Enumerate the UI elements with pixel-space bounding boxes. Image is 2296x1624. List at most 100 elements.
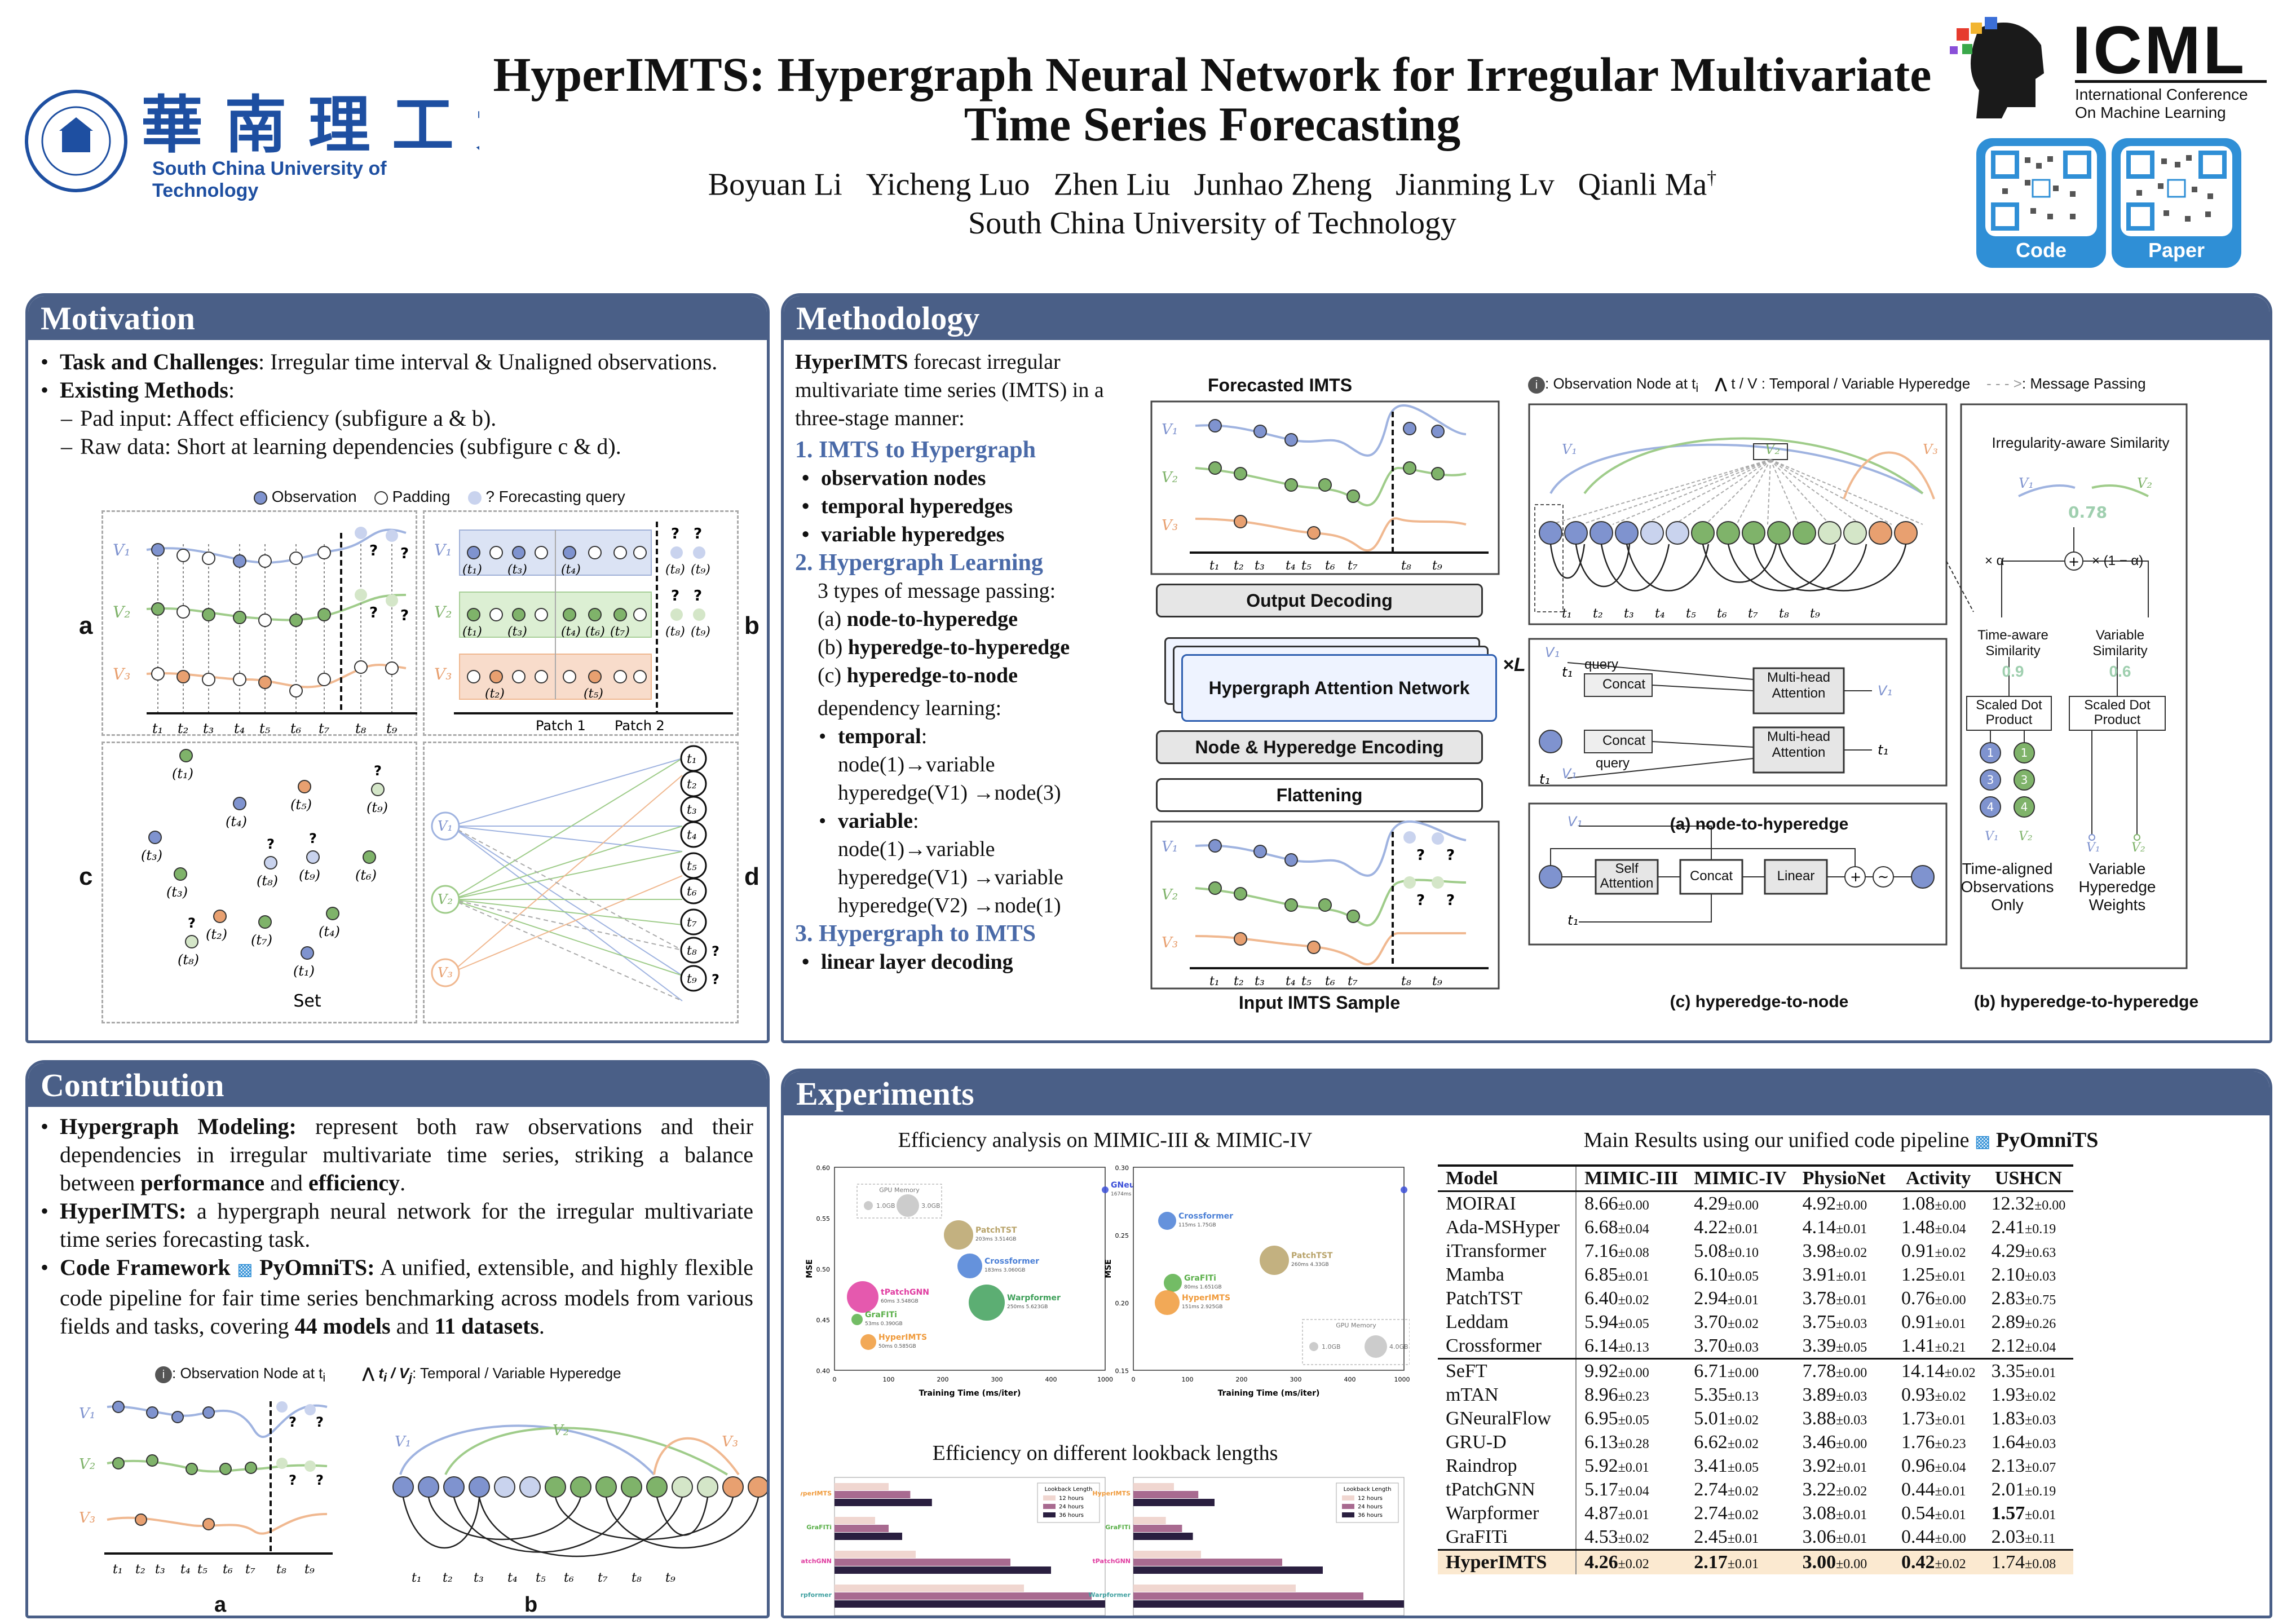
legend-swatch [1342,1504,1354,1509]
table-cell: 0.91±0.01 [1901,1312,1966,1332]
paper-qr-button[interactable]: Paper [2112,138,2241,268]
category-label: tPatchGNN [801,1557,832,1565]
svg-text:t₈: t₈ [687,944,697,958]
table-cell: 6.71±0.00 [1686,1358,1795,1383]
svg-text:t₁: t₁ [687,752,697,766]
column-header: MIMIC-III [1576,1164,1686,1192]
table-cell: 4.53±0.02 [1584,1526,1649,1547]
x-axis-label: Training Time (ms/iter) [919,1389,1021,1398]
svg-text:t₆: t₆ [1717,607,1727,621]
poster-title: HyperIMTS: Hypergraph Neural Network for… [493,47,1932,151]
table-cell: 3.88±0.03 [1802,1408,1867,1429]
point-label: Crossformer [1178,1212,1233,1221]
svg-text:V₂: V₂ [2137,475,2152,491]
code-qr-button[interactable]: Code [1976,138,2106,268]
table-cell: 0.42±0.02 [1893,1549,1984,1574]
point-label: Crossformer [984,1257,1039,1266]
svg-text:t₃: t₃ [155,1563,165,1577]
x-tick-label: 200 [1236,1376,1248,1383]
table-cell: 1.93±0.02 [1991,1384,2056,1405]
svg-text:V₁: V₁ [1162,839,1178,855]
table-cell: 5.94±0.05 [1584,1312,1649,1332]
legend-title: GPU Memory [879,1186,920,1194]
bar [1133,1600,1404,1608]
svg-text:t₇: t₇ [598,1571,608,1585]
hypergraph-attention-block: Hypergraph Attention Network [1181,654,1497,722]
column-header: Model [1438,1164,1577,1192]
methodology-legend: i: Observation Node at ti ⋀ t / V : Temp… [1528,375,2146,395]
table-cell: 8.66±0.00 [1584,1193,1649,1214]
efficiency-scatter-charts: 0.600.550.500.450.400 100 200 300 400 1000Tra… [805,1164,1410,1398]
svg-text:V₁: V₁ [2019,475,2034,491]
node-hyperedge-encoding-block: Node & Hyperedge Encoding [1156,730,1483,764]
contribution-bullet-2: HyperIMTS: a hypergraph neural network f… [39,1197,753,1254]
svg-text:t₂: t₂ [1234,559,1244,573]
svg-text:?: ? [400,607,409,624]
model-name: Ada-MSHyper [1438,1216,1577,1239]
table-row: tPatchGNN 5.17±0.04 2.74±0.02 3.22±0.02 0.44… [1438,1478,2073,1502]
svg-text:V₃: V₃ [434,665,452,683]
svg-text:(t₉): (t₉) [299,867,320,883]
x-tick-label: 400 [1344,1376,1356,1383]
table-cell: 7.78±0.00 [1794,1358,1893,1383]
svg-text:(t₉): (t₉) [691,625,710,639]
svg-text:V₂: V₂ [438,892,453,907]
model-name: Raindrop [1438,1454,1577,1478]
hypergraph-diagram: V₁ V₂ V₃ t₁ t₂ t₃ t₄ t₅ t₆ t₇ t₈ t₉ V₁ [1528,403,2188,969]
svg-text:?: ? [1416,892,1425,909]
bar [1133,1592,1363,1600]
svg-text:t₁: t₁ [412,1571,422,1585]
svg-text:?: ? [1446,892,1455,909]
bar [834,1525,889,1532]
table-cell: 2.13±0.07 [1991,1455,2056,1476]
table-cell: 4.87±0.01 [1584,1503,1649,1524]
svg-text:(t₁): (t₁) [462,625,482,639]
table-cell: 3.06±0.01 [1802,1526,1867,1547]
y-tick-label: 0.40 [816,1367,831,1375]
table-cell: 0.91±0.02 [1901,1241,1966,1261]
lookback-title: Efficiency on different lookback lengths [932,1441,1278,1465]
university-name: South China University of Technology [152,158,387,201]
svg-text:V₃: V₃ [1162,517,1178,534]
svg-text:+: + [2068,554,2079,570]
svg-text:V₁: V₁ [1562,442,1577,457]
svg-text:t₆: t₆ [290,721,302,736]
contribution-panel: Contribution Hypergraph Modeling: repres… [25,1060,770,1618]
table-cell: 0.76±0.00 [1901,1288,1966,1309]
forecasted-imts-plot: V₁ V₂ V₃ t₁ t₂ t₃ t₄ t₅ t₆ t₇ t₈ t₉ [1150,400,1500,575]
category-label: tPatchGNN [1093,1557,1131,1565]
svg-text:(t₇): (t₇) [251,932,272,948]
model-name: iTransformer [1438,1239,1577,1263]
point-info: 80ms 1.651GB [1184,1285,1222,1290]
point-label: tPatchGNN [881,1288,929,1297]
category-label: HyperIMTS [1092,1490,1131,1497]
svg-text:t₅: t₅ [536,1571,546,1585]
legend-title: Lookback Length [1344,1486,1392,1493]
scatter-point [1102,1186,1109,1193]
point-info: 203ms 3.514GB [975,1237,1016,1242]
svg-text:t₃: t₃ [1255,974,1265,988]
svg-text:3: 3 [1987,773,1994,787]
table-row: GraFITi 4.53±0.02 2.45±0.01 3.06±0.01 0.44±0… [1438,1525,2073,1550]
table-cell: 3.41±0.05 [1694,1455,1759,1476]
svg-text:t₈: t₈ [1401,974,1411,988]
svg-text:3: 3 [2021,773,2028,787]
table-cell: 2.12±0.04 [1991,1335,2056,1356]
lookback-bar-charts: HyperIMTS GraFITi tPatchGNN Warpformer Lookb… [801,1477,1405,1616]
table-cell: 6.85±0.01 [1584,1264,1649,1285]
x-tick-label: 200 [937,1376,949,1383]
motivation-bullet-1: Task and Challenges: Irregular time inte… [39,348,753,376]
table-row: PatchTST 6.40±0.02 2.94±0.01 3.78±0.01 0.76±… [1438,1287,2073,1310]
svg-text:V₂: V₂ [434,603,452,621]
category-label: GraFITi [806,1524,832,1531]
svg-text:V₂: V₂ [553,1422,569,1439]
column-header: USHCN [1983,1164,2074,1192]
legend-label: 24 hours [1358,1504,1383,1510]
svg-text:t₄: t₄ [234,721,245,736]
svg-text:t₄: t₄ [1655,607,1665,621]
legend-label: 1.0GB [876,1202,895,1210]
svg-text:?: ? [369,542,378,559]
table-row: GNeuralFlow 6.95±0.05 5.01±0.02 3.88±0.03 1.… [1438,1407,2073,1431]
svg-text:?: ? [694,588,702,604]
y-axis-label: MSE [805,1259,814,1278]
